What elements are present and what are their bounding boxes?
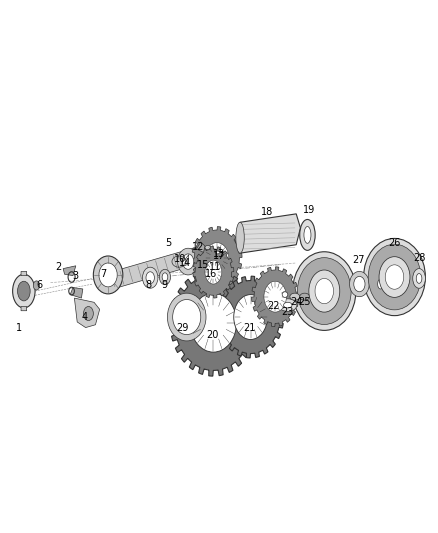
- Polygon shape: [197, 242, 205, 253]
- Text: 15: 15: [197, 260, 209, 270]
- Text: 16: 16: [205, 269, 217, 279]
- Text: 22: 22: [268, 301, 280, 311]
- Ellipse shape: [196, 255, 208, 273]
- Ellipse shape: [93, 256, 123, 294]
- Ellipse shape: [234, 295, 268, 340]
- Text: 28: 28: [413, 253, 426, 263]
- Ellipse shape: [215, 251, 220, 254]
- Ellipse shape: [167, 293, 206, 341]
- Text: 20: 20: [206, 329, 218, 340]
- Text: 2: 2: [55, 262, 61, 271]
- Text: 29: 29: [177, 322, 189, 333]
- Ellipse shape: [283, 302, 292, 308]
- Ellipse shape: [183, 254, 194, 269]
- Ellipse shape: [350, 271, 369, 297]
- Polygon shape: [170, 269, 257, 376]
- Ellipse shape: [213, 249, 222, 256]
- Text: 7: 7: [100, 269, 106, 279]
- Ellipse shape: [159, 269, 170, 285]
- Polygon shape: [193, 246, 234, 298]
- Text: 5: 5: [165, 238, 172, 248]
- Polygon shape: [240, 214, 300, 253]
- Ellipse shape: [379, 257, 410, 297]
- Text: 1: 1: [16, 324, 22, 333]
- Text: 8: 8: [146, 280, 152, 290]
- Ellipse shape: [230, 236, 236, 255]
- Ellipse shape: [385, 265, 404, 289]
- Ellipse shape: [33, 281, 40, 290]
- Polygon shape: [251, 267, 299, 327]
- Ellipse shape: [146, 272, 155, 284]
- Text: 17: 17: [213, 251, 225, 261]
- Text: 3: 3: [72, 271, 78, 281]
- Polygon shape: [218, 276, 284, 358]
- Polygon shape: [70, 288, 83, 298]
- Text: 4: 4: [81, 312, 87, 322]
- Text: 19: 19: [303, 205, 315, 215]
- Ellipse shape: [205, 260, 222, 284]
- Ellipse shape: [177, 248, 199, 275]
- Text: 27: 27: [353, 255, 365, 265]
- Text: 11: 11: [209, 262, 222, 271]
- Ellipse shape: [13, 274, 35, 308]
- Ellipse shape: [162, 273, 168, 281]
- Text: 10: 10: [173, 254, 186, 264]
- Text: 9: 9: [161, 280, 167, 290]
- FancyBboxPatch shape: [21, 271, 27, 276]
- Polygon shape: [192, 227, 242, 289]
- Ellipse shape: [297, 257, 351, 325]
- Ellipse shape: [236, 222, 244, 253]
- Ellipse shape: [304, 227, 311, 244]
- Text: 12: 12: [192, 242, 204, 252]
- Text: 21: 21: [243, 324, 255, 333]
- Text: 23: 23: [282, 307, 294, 317]
- Ellipse shape: [142, 267, 158, 288]
- Ellipse shape: [309, 270, 340, 312]
- Ellipse shape: [368, 244, 421, 310]
- Ellipse shape: [416, 273, 422, 284]
- Ellipse shape: [413, 269, 425, 288]
- Polygon shape: [63, 266, 76, 276]
- Text: 26: 26: [389, 238, 401, 248]
- Ellipse shape: [173, 300, 201, 335]
- Ellipse shape: [84, 306, 93, 320]
- Ellipse shape: [293, 252, 356, 330]
- Polygon shape: [74, 298, 100, 328]
- Text: 18: 18: [261, 207, 273, 217]
- Ellipse shape: [18, 281, 30, 301]
- Ellipse shape: [300, 220, 315, 251]
- Ellipse shape: [300, 293, 310, 300]
- Ellipse shape: [378, 279, 383, 289]
- Text: 24: 24: [290, 296, 302, 306]
- Text: 6: 6: [36, 280, 42, 290]
- Circle shape: [282, 292, 288, 297]
- Ellipse shape: [195, 248, 201, 275]
- Ellipse shape: [364, 238, 425, 316]
- Ellipse shape: [354, 276, 365, 292]
- Ellipse shape: [190, 293, 237, 352]
- Ellipse shape: [264, 281, 286, 312]
- Ellipse shape: [99, 263, 117, 287]
- Ellipse shape: [279, 299, 297, 311]
- Text: 13: 13: [213, 249, 225, 259]
- FancyBboxPatch shape: [21, 306, 27, 311]
- Ellipse shape: [205, 245, 211, 249]
- Ellipse shape: [315, 278, 334, 304]
- Ellipse shape: [374, 275, 387, 293]
- Ellipse shape: [205, 243, 229, 273]
- Text: 14: 14: [179, 258, 191, 268]
- Text: 25: 25: [298, 296, 311, 306]
- Ellipse shape: [290, 293, 300, 300]
- Polygon shape: [97, 237, 235, 292]
- Ellipse shape: [199, 260, 206, 269]
